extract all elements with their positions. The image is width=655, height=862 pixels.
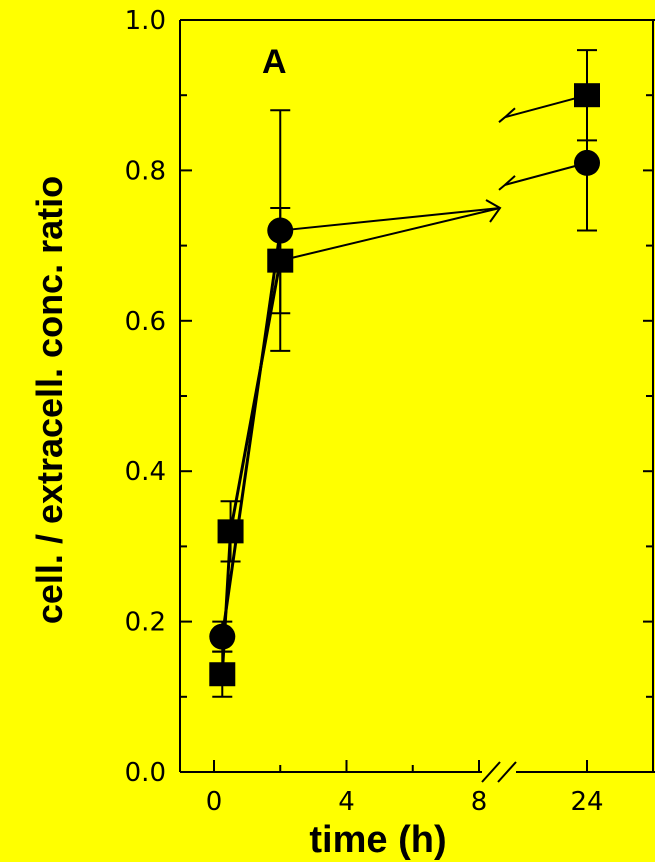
x-tick-label: 24 (570, 787, 603, 817)
data-point-circle (209, 623, 236, 650)
data-point-square (209, 662, 236, 687)
y-tick-label: 0.2 (125, 608, 166, 638)
break-arrowhead (485, 199, 502, 223)
y-tick-label: 0.0 (125, 758, 166, 788)
axis-break-mark (481, 761, 501, 783)
break-arrow-line (504, 161, 588, 186)
panel-label: A (262, 43, 287, 81)
x-tick-label: 8 (471, 787, 488, 817)
y-axis-title: cell. / extracell. conc. ratio (29, 176, 70, 624)
y-tick-label: 0.8 (125, 156, 166, 186)
axis-break-mark (497, 761, 517, 783)
y-tick-label: 0.6 (125, 307, 166, 337)
data-point-square (267, 248, 294, 273)
series-line (220, 260, 282, 675)
data-point-square (574, 83, 600, 108)
data-point-circle (574, 149, 600, 176)
break-arrow-line (280, 207, 501, 262)
axes: 0.0 0.2 0.4 0.6 0.8 1.0 0 4 8 24 (125, 6, 655, 817)
data-point-square (217, 519, 244, 544)
y-tick-label: 1.0 (125, 6, 166, 36)
break-arrowhead (498, 175, 516, 191)
x-axis-title: time (h) (309, 819, 446, 861)
chart-marks (209, 49, 600, 698)
break-arrowhead (498, 107, 516, 123)
x-tick-label: 0 (206, 787, 223, 817)
break-arrow-line (280, 207, 501, 232)
break-arrow-line (504, 94, 588, 119)
y-tick-label: 0.4 (125, 457, 166, 487)
series-line (220, 230, 282, 637)
x-tick-label: 4 (338, 787, 355, 817)
